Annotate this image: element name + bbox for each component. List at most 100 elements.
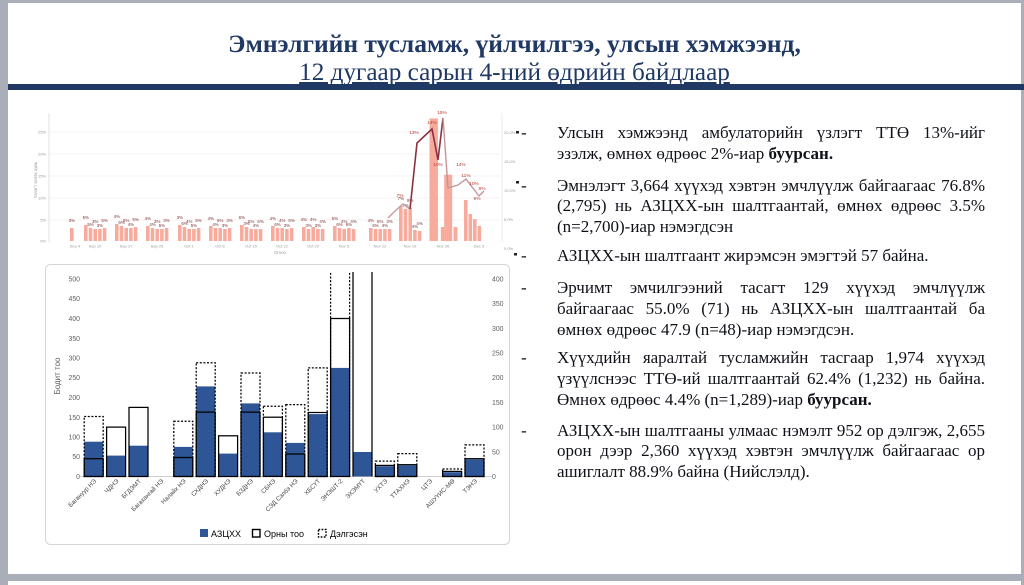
svg-text:25%: 25% [38, 130, 46, 135]
svg-text:3%: 3% [154, 219, 160, 224]
svg-text:0: 0 [76, 474, 80, 481]
svg-text:Sep 10: Sep 10 [89, 244, 102, 249]
svg-text:250: 250 [492, 351, 504, 358]
svg-text:Oct 22: Oct 22 [276, 244, 289, 249]
svg-text:Nov 19: Nov 19 [404, 244, 417, 249]
svg-text:14%: 14% [456, 162, 466, 168]
svg-text:6%: 6% [336, 222, 342, 227]
svg-text:5.0%: 5.0% [504, 217, 514, 222]
svg-text:9%: 9% [474, 196, 482, 202]
svg-text:Огноо: Огноо [274, 250, 286, 255]
svg-text:5%: 5% [288, 218, 294, 223]
svg-text:15%: 15% [437, 110, 447, 116]
svg-text:3%: 3% [163, 218, 169, 223]
svg-text:4%: 4% [412, 224, 418, 229]
svg-text:4%: 4% [212, 222, 218, 227]
svg-text:3%: 3% [92, 219, 98, 224]
svg-text:Nov 12: Nov 12 [374, 244, 387, 249]
svg-text:4%: 4% [186, 219, 192, 224]
svg-text:4%: 4% [382, 223, 388, 228]
svg-text:5%: 5% [332, 216, 338, 221]
svg-text:4%: 4% [270, 216, 276, 221]
svg-text:Oct 1: Oct 1 [184, 244, 194, 249]
svg-text:250: 250 [69, 375, 81, 382]
svg-text:3%: 3% [305, 223, 311, 228]
svg-text:4%: 4% [310, 217, 316, 222]
svg-text:7%: 7% [398, 196, 404, 201]
svg-text:4%: 4% [253, 223, 259, 228]
svg-text:150: 150 [69, 415, 81, 422]
svg-text:6%: 6% [372, 223, 378, 228]
svg-text:5%: 5% [87, 222, 93, 227]
svg-text:5%: 5% [195, 218, 201, 223]
svg-text:3%: 3% [177, 215, 183, 220]
svg-text:6%: 6% [239, 215, 245, 220]
svg-text:50: 50 [72, 454, 80, 461]
svg-text:14%: 14% [427, 120, 437, 126]
svg-text:350: 350 [69, 336, 81, 343]
svg-text:Орны тоо: Орны тоо [264, 529, 304, 539]
svg-text:4%: 4% [319, 219, 325, 224]
svg-text:Oct 8: Oct 8 [215, 244, 225, 249]
svg-text:10.0%: 10.0% [504, 188, 516, 193]
svg-text:5%: 5% [377, 219, 383, 224]
svg-text:10%: 10% [433, 162, 443, 168]
svg-text:Бодит тоо: Бодит тоо [53, 357, 62, 395]
svg-text:3%: 3% [284, 223, 290, 228]
svg-text:4%: 4% [145, 216, 151, 221]
svg-text:6%: 6% [217, 218, 223, 223]
svg-text:500: 500 [69, 277, 81, 284]
svg-text:Nov 26: Nov 26 [437, 244, 450, 249]
svg-text:Үзлэгт эзлэх хувь: Үзлэгт эзлэх хувь [33, 161, 38, 198]
svg-text:Dec 3: Dec 3 [474, 244, 485, 249]
svg-text:300: 300 [69, 356, 81, 363]
svg-text:5%: 5% [101, 218, 107, 223]
svg-text:200: 200 [492, 375, 504, 382]
svg-text:300: 300 [492, 326, 504, 333]
svg-text:Nov 5: Nov 5 [339, 244, 350, 249]
svg-text:Дэлгэсэн: Дэлгэсэн [330, 529, 368, 539]
svg-text:10%: 10% [38, 196, 46, 201]
svg-text:3%: 3% [226, 218, 232, 223]
svg-text:400: 400 [492, 277, 504, 284]
svg-text:5%: 5% [40, 218, 46, 223]
svg-text:3%: 3% [315, 223, 321, 228]
svg-text:400: 400 [69, 316, 81, 323]
svg-text:Oct 15: Oct 15 [245, 244, 258, 249]
svg-text:3%: 3% [222, 223, 228, 228]
svg-text:3%: 3% [243, 221, 249, 226]
svg-text:50: 50 [492, 449, 500, 456]
svg-text:5%: 5% [83, 215, 89, 220]
svg-text:0: 0 [492, 474, 496, 481]
svg-text:4%: 4% [416, 221, 422, 226]
svg-text:6%: 6% [181, 221, 187, 226]
svg-text:4%: 4% [128, 222, 134, 227]
svg-text:15%: 15% [38, 174, 46, 179]
svg-text:350: 350 [492, 301, 504, 308]
svg-text:4%: 4% [341, 219, 347, 224]
svg-text:0.0%: 0.0% [504, 246, 514, 251]
svg-text:20%: 20% [38, 152, 46, 157]
svg-text:6%: 6% [257, 219, 263, 224]
svg-text:0%: 0% [40, 239, 46, 244]
svg-text:5%: 5% [191, 223, 197, 228]
svg-text:АЗЦХХ: АЗЦХХ [211, 529, 241, 539]
svg-text:5%: 5% [159, 223, 165, 228]
svg-text:100: 100 [69, 435, 81, 442]
svg-text:Sep 4: Sep 4 [70, 244, 81, 249]
svg-text:5%: 5% [132, 217, 138, 222]
svg-text:200: 200 [69, 395, 81, 402]
svg-text:5%: 5% [123, 218, 129, 223]
svg-text:6%: 6% [346, 222, 352, 227]
svg-text:4%: 4% [279, 218, 285, 223]
svg-text:4%: 4% [208, 216, 214, 221]
svg-text:4%: 4% [114, 214, 120, 219]
svg-text:Sep 25: Sep 25 [151, 244, 164, 249]
svg-text:Sep 17: Sep 17 [120, 244, 133, 249]
svg-text:3%: 3% [97, 223, 103, 228]
svg-text:6%: 6% [274, 222, 280, 227]
svg-text:4%: 4% [368, 218, 374, 223]
svg-text:20.0%: 20.0% [504, 130, 516, 135]
svg-text:450: 450 [69, 296, 81, 303]
svg-text:9%: 9% [479, 186, 487, 192]
